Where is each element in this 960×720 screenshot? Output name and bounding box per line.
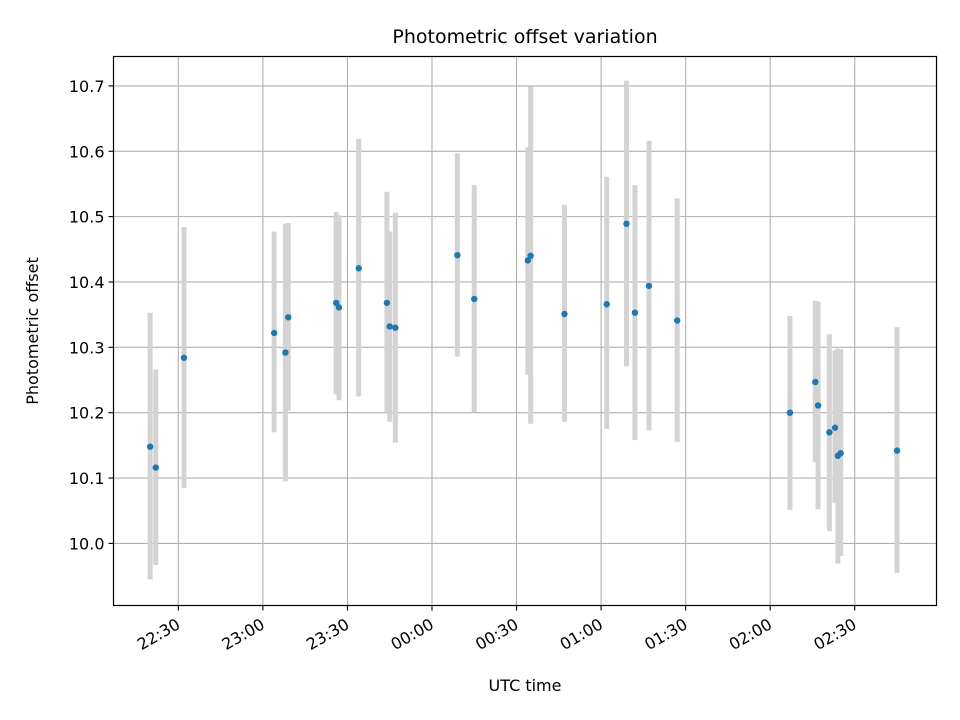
data-point xyxy=(282,349,289,356)
data-point xyxy=(392,324,399,331)
y-tick-label: 10.2 xyxy=(69,404,105,423)
data-point xyxy=(814,402,822,409)
data-points xyxy=(146,220,901,471)
data-point xyxy=(623,220,630,228)
data-point xyxy=(893,447,901,454)
data-point xyxy=(146,443,154,450)
data-point xyxy=(285,314,292,321)
data-point xyxy=(152,464,159,471)
data-point xyxy=(355,265,362,272)
data-point xyxy=(527,252,534,260)
y-tick-label: 10.3 xyxy=(69,338,105,357)
y-axis-ticks: 10.0 10.1 10.2 10.3 10.4 10.5 10.6 10.7 xyxy=(69,77,114,553)
y-tick-label: 10.5 xyxy=(69,208,105,227)
y-axis-label: Photometric offset xyxy=(23,257,42,405)
grid xyxy=(113,56,937,606)
y-tick-label: 10.1 xyxy=(69,469,105,488)
data-point xyxy=(826,429,833,436)
data-point xyxy=(270,329,278,337)
data-point xyxy=(386,323,393,330)
data-point xyxy=(831,424,839,431)
plot-frame xyxy=(112,55,938,607)
data-point xyxy=(603,301,610,308)
data-point xyxy=(837,450,844,457)
data-point xyxy=(524,257,532,264)
data-point xyxy=(471,295,478,303)
data-point xyxy=(786,409,794,416)
data-point xyxy=(561,310,568,318)
y-tick-label: 10.0 xyxy=(69,534,105,553)
data-point xyxy=(645,282,653,290)
y-tick-label: 10.7 xyxy=(69,77,105,96)
data-point xyxy=(335,304,343,311)
chart-title: Photometric offset variation xyxy=(392,26,657,48)
x-axis-label: UTC time xyxy=(489,676,562,695)
data-point xyxy=(180,354,188,361)
data-point xyxy=(812,378,819,386)
data-point xyxy=(332,299,340,307)
data-point xyxy=(383,299,391,307)
data-point xyxy=(454,251,461,259)
y-tick-label: 10.6 xyxy=(69,142,105,161)
y-tick-label: 10.4 xyxy=(69,273,105,292)
data-point xyxy=(631,309,639,316)
data-point xyxy=(673,317,681,324)
